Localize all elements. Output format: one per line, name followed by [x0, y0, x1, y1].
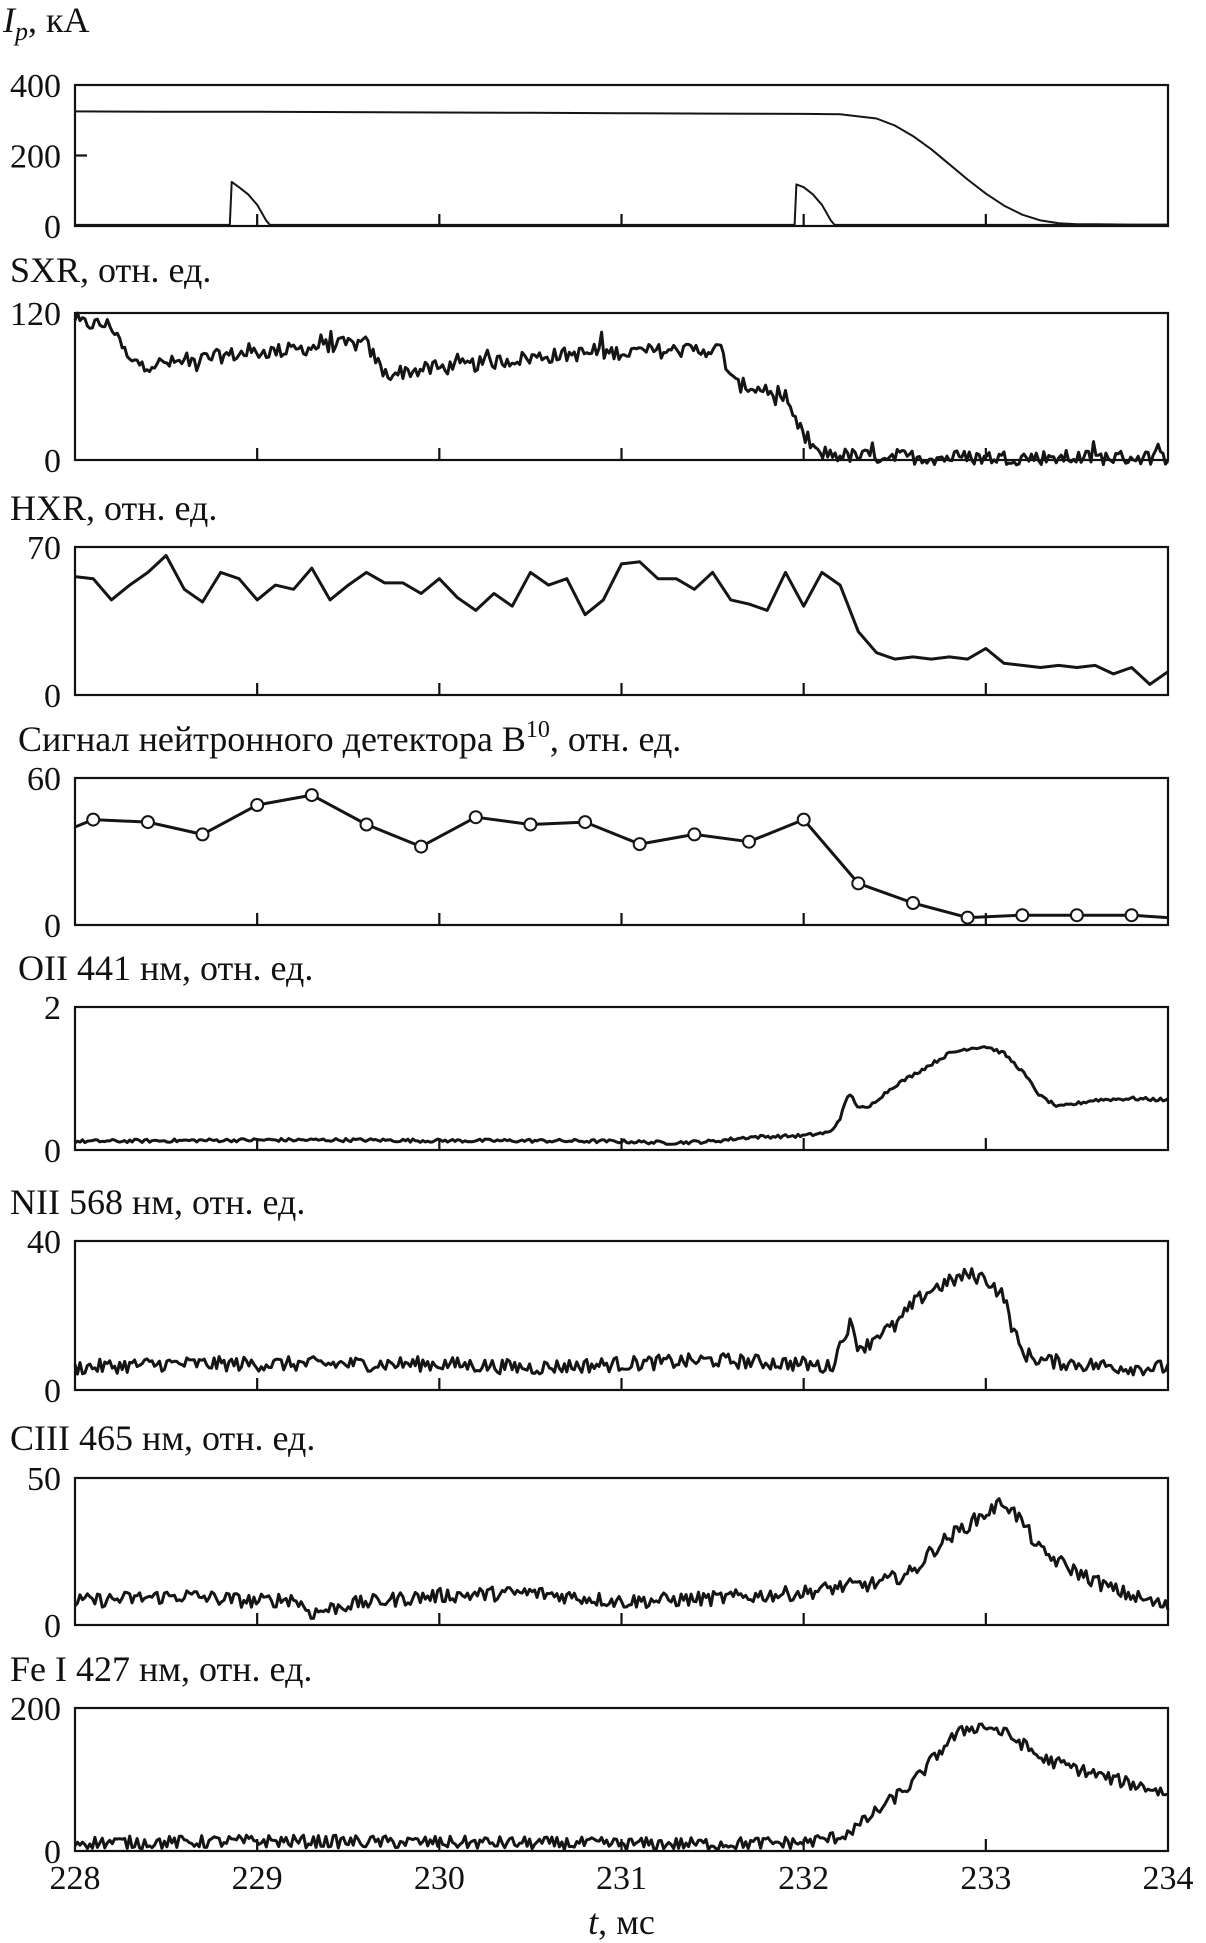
- y-tick-label: 0: [44, 1608, 61, 1645]
- data-point: [523, 817, 538, 832]
- data-point: [195, 827, 210, 842]
- y-tick-label: 200: [10, 139, 61, 176]
- x-tick-label: 233: [960, 1860, 1011, 1897]
- plot-frame: [73, 1005, 1170, 1152]
- y-tick-label: 0: [44, 1834, 61, 1871]
- y-tick-label: 50: [27, 1461, 61, 1498]
- y-tick-label: 60: [27, 761, 61, 798]
- series-line-1: [73, 1497, 1170, 1620]
- plot-frame: [73, 545, 1170, 697]
- x-tick-label: 232: [778, 1860, 829, 1897]
- y-axis-label: NII 568 нм, отн. ед.: [10, 1182, 305, 1222]
- panel-1: 0 200 400 Ip, кА: [2, 0, 1170, 246]
- data-point: [359, 817, 374, 832]
- data-point: [796, 812, 811, 827]
- y-axis-label: OII 441 нм, отн. ед.: [18, 948, 313, 988]
- y-axis-label-unit: , отн. ед.: [550, 719, 681, 759]
- y-tick-label: 0: [44, 1373, 61, 1410]
- y-axis-label: Fe I 427 нм, отн. ед.: [10, 1649, 312, 1689]
- y-axis-label: CIII 465 нм, отн. ед.: [10, 1418, 315, 1458]
- x-tick-label: 230: [414, 1860, 465, 1897]
- y-tick-label: 120: [10, 296, 61, 333]
- data-point: [578, 815, 593, 830]
- x-tick-label: 228: [50, 1860, 101, 1897]
- y-axis-label-var: I: [2, 0, 17, 40]
- data-point: [250, 798, 265, 812]
- y-axis-label: Сигнал нейтронного детектора B10, отн. е…: [18, 717, 681, 759]
- series-line-1: [74, 793, 1169, 920]
- series-line-1: [74, 110, 1168, 226]
- data-point: [632, 837, 647, 852]
- data-point: [86, 812, 101, 827]
- data-point: [1015, 908, 1030, 923]
- series-line-1: [73, 1722, 1169, 1852]
- y-tick-label: 200: [10, 1691, 61, 1728]
- data-point: [414, 839, 429, 854]
- x-axis-label: t, мс: [588, 1902, 655, 1942]
- y-tick-label: 0: [44, 1133, 61, 1170]
- data-point: [851, 876, 866, 891]
- x-tick-label: 234: [1143, 1860, 1194, 1897]
- y-tick-label: 0: [44, 678, 61, 715]
- plot-frame: [73, 776, 1170, 927]
- y-tick-label: 400: [10, 68, 61, 105]
- x-axis-label-unit: , мс: [598, 1902, 655, 1942]
- data-point: [906, 896, 920, 910]
- y-tick-label: 0: [44, 209, 61, 246]
- series-line-2: [75, 180, 1168, 226]
- series-line-1: [74, 554, 1169, 686]
- x-axis-label-var: t: [588, 1902, 599, 1942]
- data-point: [468, 810, 483, 825]
- y-tick-label: 40: [27, 1224, 61, 1261]
- series-line-1: [73, 311, 1170, 467]
- y-tick-label: 0: [44, 443, 61, 480]
- y-axis-label-sup: 10: [526, 717, 550, 743]
- data-point: [1069, 908, 1084, 923]
- y-axis-label: SXR, отн. ед.: [10, 250, 211, 290]
- x-tick-label: 231: [596, 1860, 647, 1897]
- x-tick-label: 229: [232, 1860, 283, 1897]
- data-point: [742, 834, 756, 849]
- data-point: [1124, 908, 1139, 923]
- y-axis-label-main: Сигнал нейтронного детектора B: [18, 719, 526, 759]
- data-point: [960, 910, 975, 925]
- series-line-1: [73, 1267, 1170, 1377]
- data-point: [140, 815, 155, 830]
- panel-2: 0 120 SXR, отн. ед.: [10, 250, 1170, 480]
- y-axis-label: Ip, кА: [2, 0, 90, 46]
- plot-frame: [73, 311, 1170, 462]
- y-axis-label: HXR, отн. ед.: [10, 488, 217, 528]
- y-axis-label-unit: , кА: [28, 0, 90, 40]
- data-point: [687, 827, 702, 842]
- y-tick-label: 70: [27, 530, 61, 567]
- y-tick-label: 0: [44, 908, 61, 945]
- data-point: [304, 788, 319, 803]
- y-tick-label: 2: [44, 990, 61, 1027]
- series-line-1: [74, 1045, 1169, 1146]
- y-axis-label-sub: p: [13, 17, 28, 46]
